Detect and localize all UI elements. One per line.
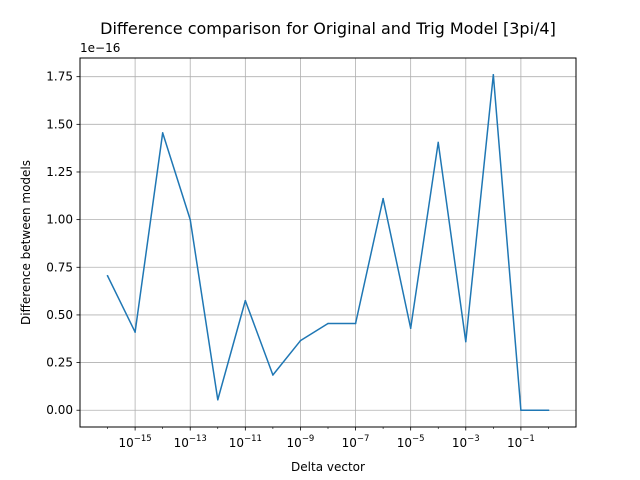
data-point <box>327 322 329 325</box>
data-point <box>244 299 247 302</box>
data-point <box>382 197 384 200</box>
x-tick-label: 10−5 <box>397 434 425 450</box>
x-tick-exponent: −15 <box>134 434 152 444</box>
y-axis-ticks: 0.00 0.25 0.50 0.75 1.00 1.25 1.50 1.75 <box>46 70 80 417</box>
data-point <box>465 340 467 343</box>
data-series <box>106 74 550 411</box>
x-tick-exponent: −11 <box>244 434 262 444</box>
x-tick-base: 10 <box>397 436 412 450</box>
data-point <box>272 374 274 376</box>
x-tick-exponent: −5 <box>412 434 425 444</box>
x-tick-base: 10 <box>507 436 522 450</box>
x-tick-base: 10 <box>452 436 467 450</box>
data-point <box>354 322 357 325</box>
data-point <box>106 275 109 277</box>
x-tick-base: 10 <box>342 436 357 450</box>
x-tick-base: 10 <box>229 436 244 450</box>
grid <box>80 58 576 427</box>
y-tick-label: 0.25 <box>46 356 73 370</box>
y-tick-label: 0.00 <box>46 403 73 417</box>
x-tick-label: 10−9 <box>287 434 315 450</box>
x-tick-base: 10 <box>118 436 133 450</box>
x-tick-exponent: −9 <box>302 434 315 444</box>
chart-title: Difference comparison for Original and T… <box>100 19 556 38</box>
data-point <box>437 141 439 144</box>
x-axis-ticks: 10−15 10−13 10−11 10−9 10−7 10−5 10−3 10−1 <box>107 427 549 450</box>
y-tick-label: 1.50 <box>46 117 73 131</box>
x-tick-label: 10−1 <box>507 434 535 450</box>
y-axis-label: Difference between models <box>19 160 33 325</box>
y-tick-label: 1.75 <box>46 70 73 84</box>
data-point <box>547 409 550 411</box>
data-point <box>409 327 412 330</box>
x-tick-exponent: −13 <box>189 434 207 444</box>
x-tick-exponent: −7 <box>357 434 370 444</box>
y-tick-label: 0.75 <box>46 260 73 274</box>
data-point <box>161 132 164 134</box>
x-tick-label: 10−11 <box>229 434 262 450</box>
data-point <box>134 331 136 333</box>
x-tick-label: 10−15 <box>118 434 151 450</box>
data-point <box>299 339 302 342</box>
data-point <box>492 74 495 76</box>
x-tick-base: 10 <box>174 436 189 450</box>
data-point <box>189 218 191 221</box>
x-tick-exponent: −1 <box>522 434 535 444</box>
y-tick-label: 1.00 <box>46 213 73 227</box>
data-point <box>520 409 522 411</box>
data-point <box>217 398 219 401</box>
y-axis-offset-label: 1e−16 <box>80 41 120 55</box>
x-tick-label: 10−13 <box>174 434 207 450</box>
x-axis-label: Delta vector <box>291 460 365 474</box>
y-tick-label: 1.25 <box>46 165 73 179</box>
x-tick-exponent: −3 <box>467 434 480 444</box>
x-tick-label: 10−7 <box>342 434 370 450</box>
x-tick-base: 10 <box>287 436 302 450</box>
x-tick-label: 10−3 <box>452 434 480 450</box>
y-tick-label: 0.50 <box>46 308 73 322</box>
